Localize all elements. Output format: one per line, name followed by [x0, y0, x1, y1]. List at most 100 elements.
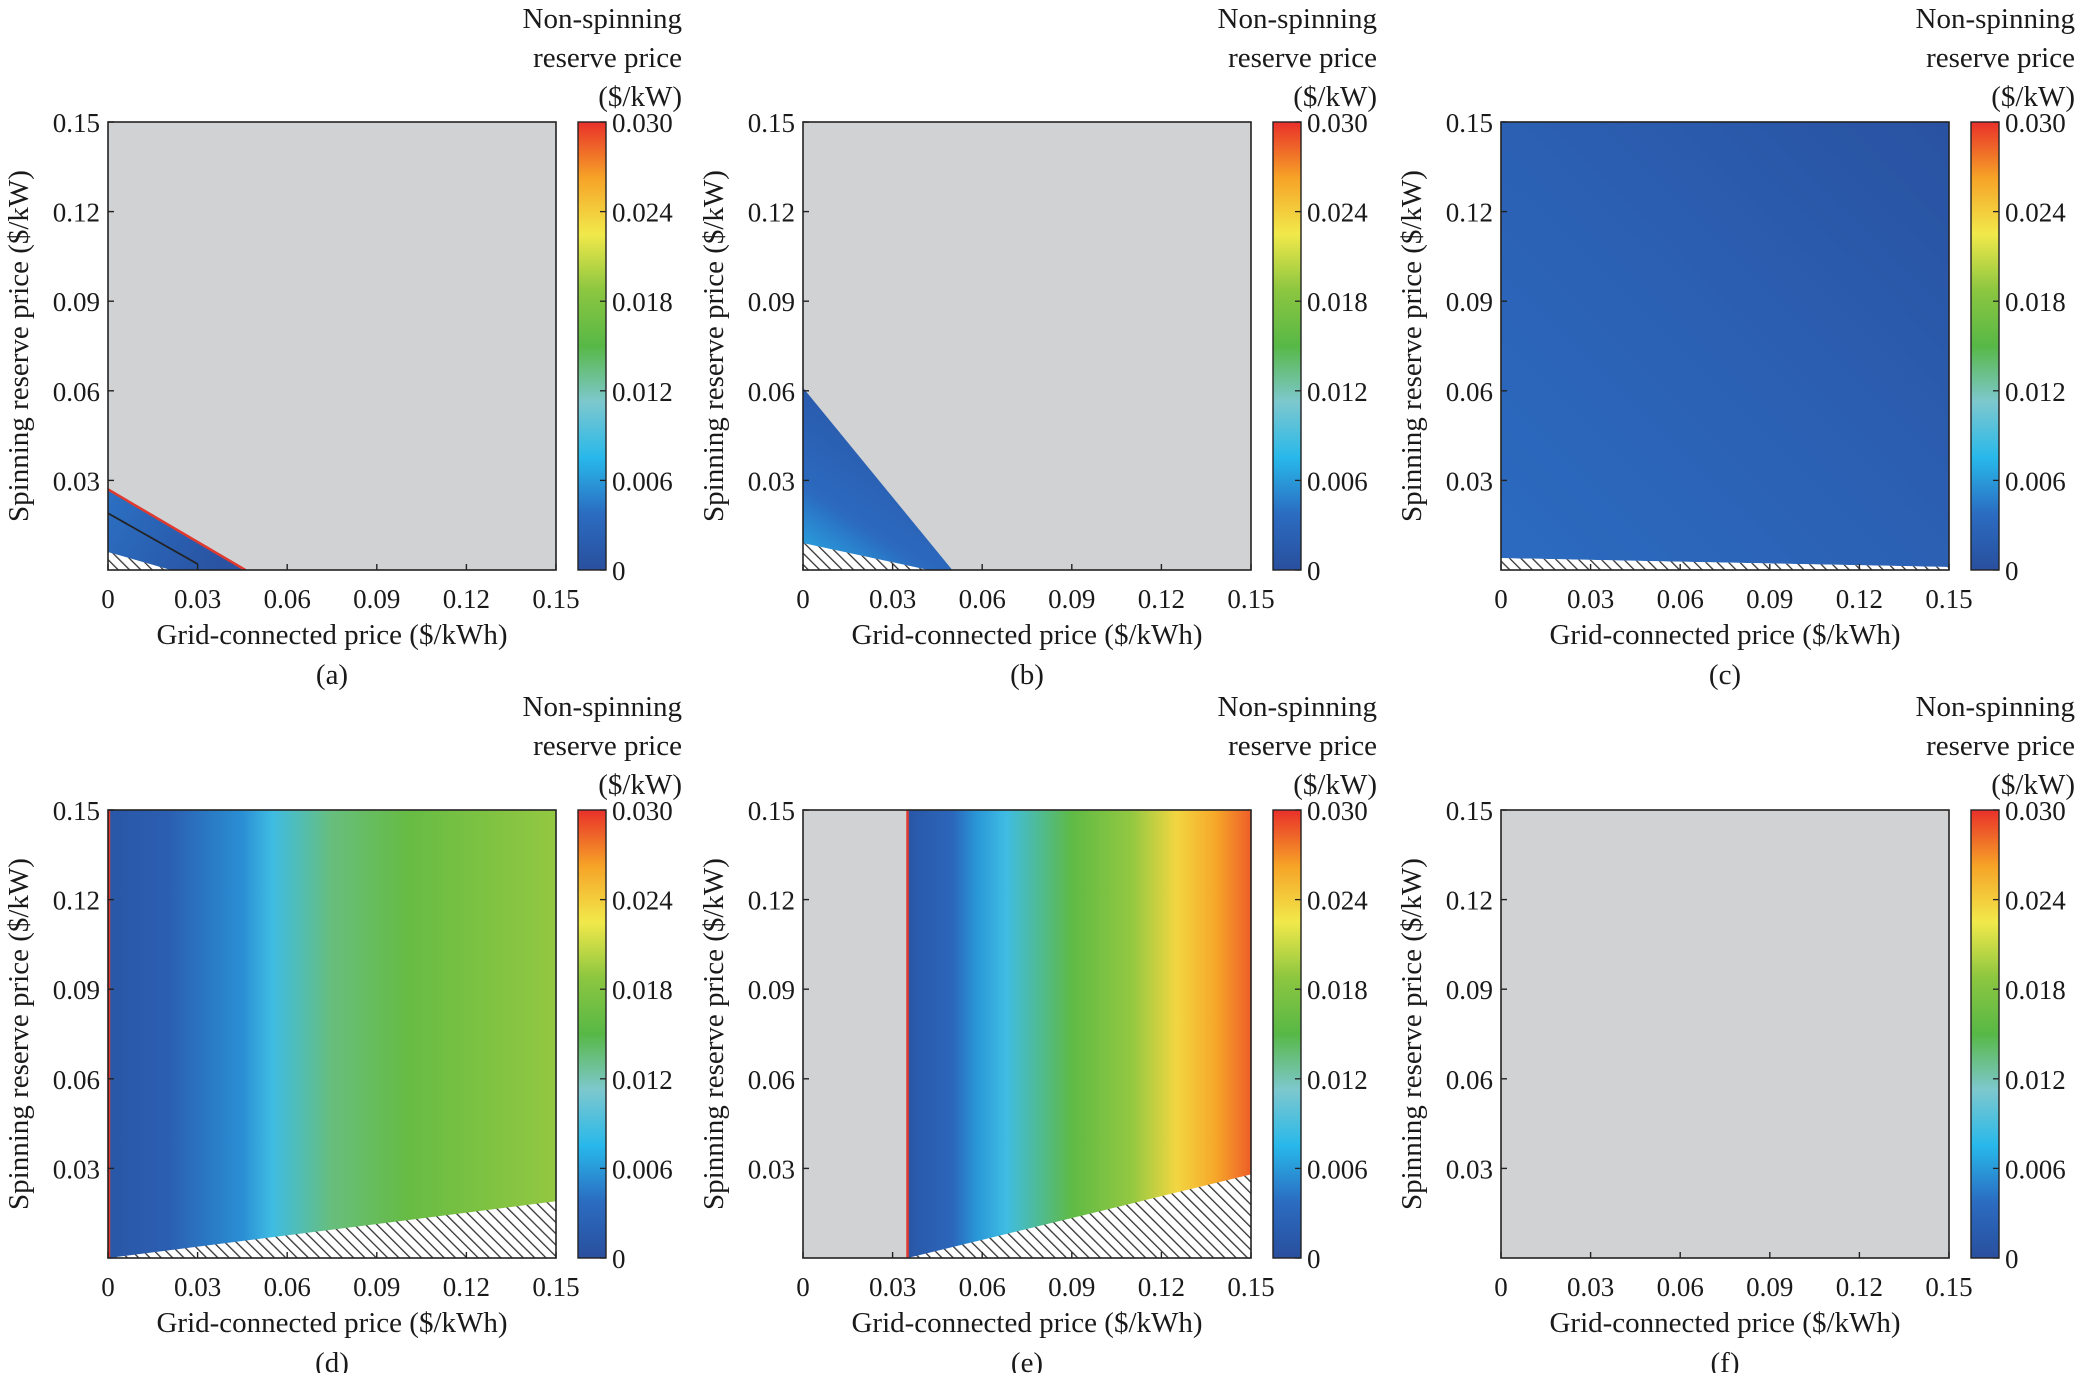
colorbar-title: reserve price: [1228, 42, 1377, 74]
colorbar-tick-label: 0: [2005, 1244, 2019, 1274]
axes-frame: [107, 809, 557, 1259]
y-tick-label: 0.06: [748, 1065, 795, 1095]
x-axis-label: Grid-connected price ($/kWh): [156, 619, 507, 651]
plot-area: [803, 122, 1251, 570]
y-tick-label: 0.15: [1446, 796, 1493, 826]
colorbar-tick-label: 0.006: [2005, 466, 2066, 496]
panel-a: 0 0.03 0.06 0.09 0.12 0.15 0.03 0.06 0.09 0.12 0.1…: [3, 3, 682, 691]
colorbar-tick-label: 0.018: [1307, 287, 1368, 317]
y-axis-label: Spinning reserve price ($/kW): [1396, 170, 1428, 522]
colorbar-tick-label: 0.030: [1307, 108, 1368, 138]
colorbar-tick-label: 0.030: [1307, 796, 1368, 826]
x-tick-label: 0.09: [1048, 1272, 1095, 1302]
x-tick-label: 0.09: [1048, 584, 1095, 614]
colorbar-tick-label: 0.024: [2005, 886, 2066, 916]
x-tick-label: 0.15: [1227, 1272, 1274, 1302]
y-axis-label: Spinning reserve price ($/kW): [698, 170, 730, 522]
y-tick-label: 0.06: [1446, 377, 1493, 407]
colorbar-tick-label: 0.024: [612, 198, 673, 228]
y-tick-label: 0.06: [53, 1065, 100, 1095]
x-tick-label: 0.12: [1836, 584, 1883, 614]
hatched-infeasible-region: [1501, 558, 1949, 570]
x-axis-label: Grid-connected price ($/kWh): [156, 1307, 507, 1339]
colorbar-tick-label: 0.012: [1307, 377, 1368, 407]
colorbar: [1272, 121, 1302, 571]
colorbar-tick-label: 0.018: [2005, 975, 2066, 1005]
hatched-infeasible-region: [803, 543, 929, 570]
colorbar-tick-label: 0.012: [2005, 377, 2066, 407]
x-tick-label: 0.03: [174, 1272, 221, 1302]
colorbar-title: reserve price: [533, 42, 682, 74]
panel-caption: (d): [315, 1347, 349, 1373]
y-tick-label: 0.03: [1446, 466, 1493, 496]
x-tick-label: 0.15: [532, 584, 579, 614]
panel-caption: (c): [1709, 659, 1741, 691]
x-tick-label: 0.06: [1657, 1272, 1704, 1302]
x-tick-label: 0.09: [353, 1272, 400, 1302]
hatched-infeasible-region: [108, 1201, 556, 1258]
y-tick-label: 0.09: [1446, 975, 1493, 1005]
y-tick-label: 0.15: [53, 796, 100, 826]
y-tick-label: 0.12: [53, 198, 100, 228]
colorbar: [1970, 121, 2000, 571]
y-tick-label: 0.09: [748, 975, 795, 1005]
x-tick-label: 0.15: [1925, 584, 1972, 614]
y-tick-label: 0.12: [53, 886, 100, 916]
plot-area: [1501, 122, 1949, 570]
axes-frame: [1500, 809, 1950, 1259]
colorbar-tick-label: 0: [1307, 1244, 1321, 1274]
y-tick-label: 0.12: [748, 198, 795, 228]
x-tick-label: 0.09: [353, 584, 400, 614]
hatched-infeasible-region: [108, 552, 171, 570]
x-axis-label: Grid-connected price ($/kWh): [1549, 619, 1900, 651]
colorbar-title: ($/kW): [1991, 769, 2075, 801]
axes-frame: [107, 121, 557, 571]
colorbar-title: Non-spinning: [1916, 691, 2076, 723]
panel-caption: (a): [316, 659, 348, 691]
y-tick-label: 0.15: [1446, 108, 1493, 138]
colorbar-title: ($/kW): [598, 81, 682, 113]
colorbar-tick-label: 0.024: [1307, 886, 1368, 916]
y-axis-label: Spinning reserve price ($/kW): [698, 858, 730, 1210]
plot-area: [108, 810, 556, 1258]
y-tick-label: 0.12: [1446, 886, 1493, 916]
x-tick-label: 0.15: [1925, 1272, 1972, 1302]
colorbar: [577, 121, 607, 571]
x-tick-label: 0: [1494, 584, 1508, 614]
x-tick-label: 0.03: [174, 584, 221, 614]
y-tick-label: 0.03: [748, 466, 795, 496]
x-axis-label: Grid-connected price ($/kWh): [851, 1307, 1202, 1339]
colorbar-tick-label: 0.024: [1307, 198, 1368, 228]
colorbar-tick-label: 0.018: [2005, 287, 2066, 317]
x-tick-label: 0.06: [959, 584, 1006, 614]
price-gradient-region: [108, 810, 556, 1258]
y-axis-label: Spinning reserve price ($/kW): [3, 858, 35, 1210]
colorbar-title: Non-spinning: [1218, 691, 1378, 723]
colorbar-tick-label: 0.006: [1307, 466, 1368, 496]
y-tick-label: 0.12: [1446, 198, 1493, 228]
colorbar: [577, 809, 607, 1259]
colorbar-tick-label: 0.006: [612, 1154, 673, 1184]
colorbar-title: reserve price: [1926, 42, 2075, 74]
colorbar-tick-label: 0.024: [612, 886, 673, 916]
colorbar-title: ($/kW): [1991, 81, 2075, 113]
x-tick-label: 0.06: [264, 1272, 311, 1302]
y-tick-label: 0.09: [53, 975, 100, 1005]
boundary-line: [108, 488, 247, 570]
axes-frame: [802, 809, 1252, 1259]
colorbar-title: Non-spinning: [523, 3, 683, 35]
y-tick-label: 0.06: [1446, 1065, 1493, 1095]
colorbar-tick-label: 0: [612, 1244, 626, 1274]
y-tick-label: 0.03: [53, 466, 100, 496]
y-tick-label: 0.15: [748, 796, 795, 826]
y-tick-label: 0.03: [1446, 1154, 1493, 1184]
colorbar: [1970, 809, 2000, 1259]
colorbar-tick-label: 0.006: [2005, 1154, 2066, 1184]
colorbar-tick-label: 0.012: [612, 377, 673, 407]
colorbar-tick-label: 0.030: [612, 108, 673, 138]
x-tick-label: 0.12: [1138, 1272, 1185, 1302]
colorbar-title: Non-spinning: [1218, 3, 1378, 35]
colorbar-tick-label: 0.030: [2005, 108, 2066, 138]
colorbar-tick-label: 0.006: [612, 466, 673, 496]
